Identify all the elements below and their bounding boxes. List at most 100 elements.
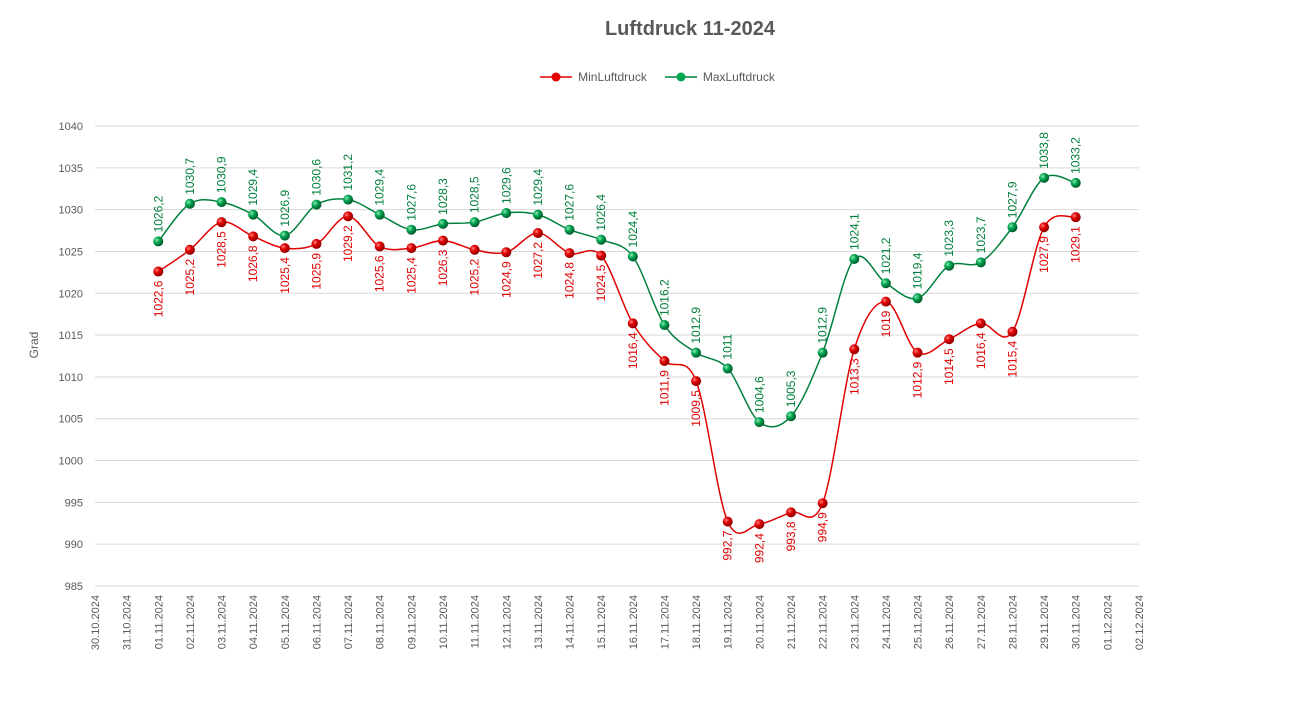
y-tick-label: 1000 (59, 456, 83, 468)
data-label-max: 1019,4 (911, 252, 925, 289)
data-label-max: 1027,9 (1005, 181, 1019, 218)
data-label-max: 1028,5 (468, 176, 482, 213)
data-label-max: 1012,9 (816, 307, 830, 344)
data-point-max (1070, 177, 1081, 188)
y-tick-label: 1015 (59, 330, 83, 342)
data-label-min: 1025,6 (373, 255, 387, 292)
data-point-min (438, 235, 448, 246)
y-tick-label: 1035 (59, 163, 83, 175)
x-tick-label: 29.11.2024 (1039, 595, 1051, 649)
data-point-min (469, 244, 480, 255)
legend-max-label: MaxLuftdruck (702, 70, 775, 84)
data-point-min (532, 228, 543, 239)
x-tick-label: 09.11.2024 (406, 595, 418, 649)
y-tick-label: 985 (65, 581, 83, 593)
data-point-max (343, 194, 354, 205)
data-point-max (184, 198, 195, 209)
x-tick-label: 28.11.2024 (1007, 595, 1019, 649)
y-tick-label: 1005 (59, 414, 83, 426)
data-label-min: 1024,8 (563, 262, 577, 299)
legend-min-marker (540, 72, 573, 82)
data-point-min (627, 318, 638, 329)
data-label-min: 1016,4 (974, 332, 988, 369)
data-point-min (216, 217, 227, 228)
x-tick-label: 26.11.2024 (944, 595, 956, 649)
data-label-min: 1025,9 (309, 253, 323, 290)
data-label-min: 993,8 (784, 521, 798, 551)
y-axis-label: Grad (27, 332, 41, 359)
data-point-min (596, 250, 607, 261)
data-point-max (153, 236, 164, 247)
legend-max-marker (664, 72, 697, 82)
data-point-max (374, 209, 385, 220)
data-point-min (786, 507, 796, 518)
data-point-max (691, 347, 702, 358)
data-point-min (1007, 326, 1018, 337)
y-tick-label: 1025 (59, 246, 83, 258)
data-label-min: 1026,3 (436, 249, 450, 286)
data-point-max (596, 234, 607, 245)
y-tick-label: 1010 (59, 372, 83, 384)
data-point-min (754, 519, 765, 530)
data-label-max: 1027,6 (404, 184, 418, 221)
data-point-min (880, 296, 891, 307)
data-point-max (564, 224, 575, 235)
data-point-min (501, 247, 512, 258)
x-tick-label: 07.11.2024 (343, 595, 355, 649)
data-label-min: 992,4 (752, 533, 766, 563)
x-tick-label: 27.11.2024 (976, 595, 988, 649)
x-tick-label: 19.11.2024 (723, 595, 735, 649)
x-tick-label: 21.11.2024 (786, 595, 798, 649)
data-label-min: 1014,5 (942, 348, 956, 385)
data-point-min (912, 347, 923, 358)
legend-min-label: MinLuftdruck (578, 70, 647, 84)
x-tick-label: 30.11.2024 (1071, 595, 1083, 649)
data-point-max (722, 363, 733, 374)
data-label-min: 1025,4 (278, 257, 292, 294)
x-tick-label: 14.11.2024 (565, 595, 577, 649)
data-label-min: 994,9 (816, 512, 830, 542)
y-tick-label: 1040 (59, 121, 83, 133)
data-label-max: 1033,2 (1069, 137, 1083, 174)
x-tick-label: 04.11.2024 (248, 595, 260, 649)
x-tick-label: 10.11.2024 (438, 595, 450, 649)
data-label-max: 1031,2 (341, 154, 355, 191)
x-tick-label: 06.11.2024 (311, 595, 323, 649)
data-point-max (817, 347, 828, 358)
data-point-max (975, 257, 986, 268)
data-point-max (279, 230, 290, 241)
data-point-max (627, 251, 638, 262)
data-label-min: 1025,2 (468, 258, 482, 295)
data-label-max: 1028,3 (436, 178, 450, 215)
data-label-min: 1029,2 (341, 225, 355, 262)
data-label-min: 1027,9 (1037, 236, 1051, 273)
data-point-min (1070, 212, 1081, 223)
data-label-min: 1027,2 (531, 242, 545, 279)
data-point-max (849, 253, 860, 264)
data-label-min: 1025,2 (183, 258, 197, 295)
x-tick-label: 02.12.2024 (1134, 595, 1146, 650)
data-point-max (786, 411, 796, 422)
data-point-min (817, 498, 828, 509)
data-label-min: 1028,5 (215, 231, 229, 268)
data-point-min (184, 244, 195, 255)
data-label-max: 1012,9 (689, 307, 703, 344)
data-point-min (691, 376, 702, 387)
data-label-max: 1005,3 (784, 370, 798, 407)
data-label-max: 1021,2 (879, 237, 893, 274)
data-point-min (311, 238, 322, 249)
x-tick-label: 15.11.2024 (596, 595, 608, 649)
x-tick-label: 17.11.2024 (659, 595, 671, 649)
data-label-min: 1025,4 (404, 257, 418, 294)
data-label-min: 1026,8 (246, 245, 260, 282)
x-tick-label: 13.11.2024 (533, 595, 545, 649)
x-tick-label: 12.11.2024 (501, 595, 513, 649)
data-point-min (374, 241, 385, 252)
data-point-min (343, 211, 354, 222)
data-label-max: 1023,3 (942, 220, 956, 257)
x-tick-label: 16.11.2024 (628, 595, 640, 649)
legend-item-max: MaxLuftdruck (664, 70, 775, 84)
data-label-max: 1011 (721, 333, 735, 359)
chart-title: Luftdruck 11-2024 (604, 18, 776, 40)
